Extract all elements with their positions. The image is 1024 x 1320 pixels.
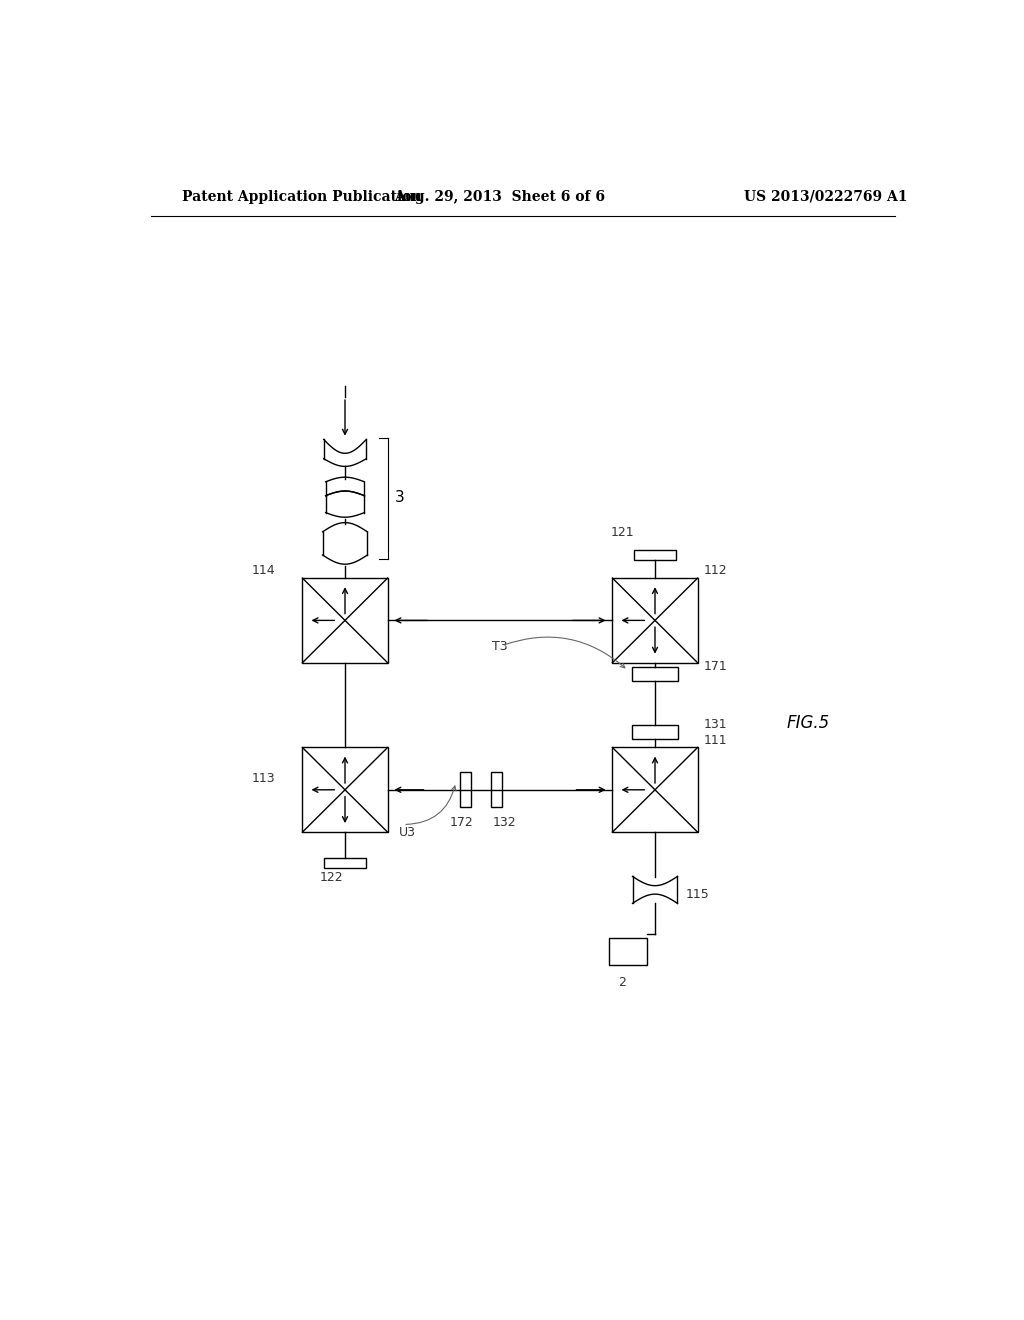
Text: T3: T3 xyxy=(493,640,508,652)
Text: 3: 3 xyxy=(394,490,404,504)
Bar xyxy=(612,747,697,832)
Text: 115: 115 xyxy=(685,887,709,900)
Bar xyxy=(460,772,471,807)
Text: Patent Application Publication: Patent Application Publication xyxy=(182,190,422,203)
Text: FIG.5: FIG.5 xyxy=(786,714,830,733)
Bar xyxy=(632,668,678,681)
Text: 171: 171 xyxy=(703,660,728,673)
Bar xyxy=(324,858,367,869)
Text: 121: 121 xyxy=(610,525,634,539)
Text: 122: 122 xyxy=(319,871,343,884)
Text: 113: 113 xyxy=(252,772,275,785)
Text: 132: 132 xyxy=(493,816,516,829)
Text: Aug. 29, 2013  Sheet 6 of 6: Aug. 29, 2013 Sheet 6 of 6 xyxy=(394,190,605,203)
Text: 112: 112 xyxy=(703,564,727,577)
Bar xyxy=(490,772,502,807)
Text: 111: 111 xyxy=(703,734,727,747)
Bar xyxy=(608,939,647,965)
Text: 2: 2 xyxy=(618,977,626,989)
Bar xyxy=(302,747,388,832)
Bar xyxy=(632,725,678,739)
Text: U3: U3 xyxy=(399,826,416,840)
Text: 131: 131 xyxy=(703,718,727,731)
Text: 172: 172 xyxy=(450,816,473,829)
Text: 114: 114 xyxy=(252,564,275,577)
Bar xyxy=(302,578,388,663)
Text: US 2013/0222769 A1: US 2013/0222769 A1 xyxy=(743,190,907,203)
Bar xyxy=(634,549,676,561)
Bar xyxy=(612,578,697,663)
